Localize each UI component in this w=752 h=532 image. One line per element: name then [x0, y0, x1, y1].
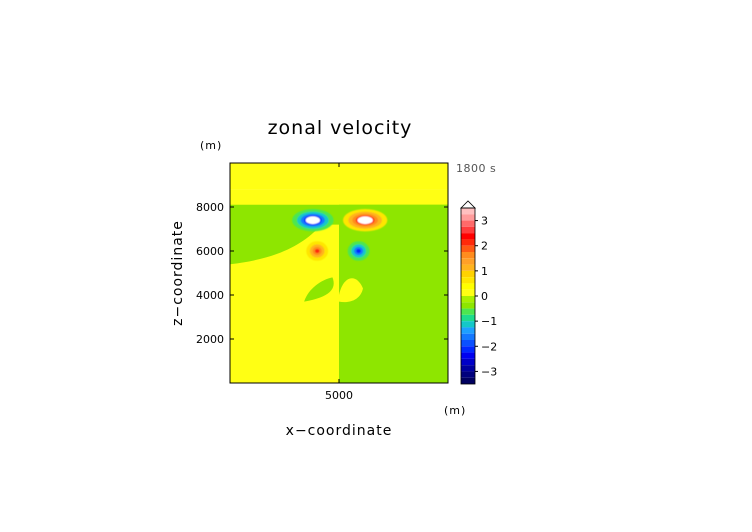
colorbar-swatch [461, 264, 475, 271]
colorbar-swatch [461, 371, 475, 378]
colorbar-swatch [461, 352, 475, 359]
colorbar-swatch [461, 270, 475, 278]
colorbar-swatch [461, 302, 475, 309]
green-upper-region [230, 204, 448, 269]
background-region-2 [230, 163, 448, 190]
x-axis: 5000 [325, 163, 353, 402]
colorbar-swatch [461, 377, 475, 384]
colorbar-swatch [461, 226, 475, 234]
contour-ring-3-3 [356, 248, 361, 254]
colorbar-swatch [461, 340, 475, 347]
plot-area [230, 163, 448, 383]
x-tick-label: 5000 [325, 389, 353, 402]
colorbar-swatch [461, 245, 475, 252]
colorbar-swatch [461, 283, 475, 290]
colorbar-swatch [461, 327, 475, 334]
colorbar: 3 2 1 0 −1 −2 −3 [460, 200, 497, 385]
x-axis-label: x−coordinate [286, 423, 393, 439]
colorbar-swatch [461, 252, 475, 259]
colorbar-swatch [461, 208, 475, 215]
chart-title: zonal velocity [268, 117, 413, 139]
colorbar-swatch [461, 258, 475, 265]
feature-0 [292, 209, 334, 232]
colorbar-swatch [461, 321, 475, 328]
colorbar-tick-label: −3 [481, 365, 497, 378]
colorbar-swatch [461, 277, 475, 284]
core-white-0 [305, 216, 321, 225]
colorbar-swatch [461, 365, 475, 372]
core-white-1 [357, 216, 373, 225]
colorbar-tick-label: 1 [481, 265, 488, 278]
colorbar-swatch [461, 308, 475, 315]
colorbar-tick-label: 3 [481, 215, 488, 228]
colorbar-swatch [461, 233, 475, 240]
yellow-lobe-right [339, 278, 363, 303]
y-unit-label: (m) [200, 139, 222, 152]
time-label: 1800 s [456, 162, 496, 175]
x-unit-label: (m) [444, 404, 466, 417]
colorbar-tick-label: 2 [481, 240, 488, 253]
contour-features [292, 209, 388, 261]
colorbar-swatch [461, 346, 475, 353]
feature-1 [343, 209, 388, 232]
feature-2 [306, 241, 329, 261]
contour-ring-2-3 [314, 248, 320, 254]
colorbar-swatch [461, 358, 475, 366]
colorbar-swatch [461, 333, 475, 340]
upper-yellow-band [339, 189, 448, 205]
colorbar-swatch [461, 214, 475, 221]
green-lobe-left [304, 277, 334, 302]
colorbar-tick-label: 0 [481, 290, 488, 303]
y-tick-label: 6000 [196, 245, 224, 258]
colorbar-swatch [461, 314, 475, 322]
y-tick-label: 2000 [196, 333, 224, 346]
colorbar-extend-arrow [460, 200, 476, 209]
y-axis-label: z−coordinate [170, 220, 186, 326]
colorbar-swatch [461, 239, 475, 246]
colorbar-swatch [461, 220, 475, 227]
colorbar-tick-label: −2 [481, 340, 497, 353]
colorbar-tick-label: −1 [481, 315, 497, 328]
colorbar-swatch [461, 289, 475, 296]
colorbar-swatch [461, 296, 475, 303]
y-tick-label: 4000 [196, 289, 224, 302]
y-axis: 2000 4000 6000 8000 [196, 201, 448, 346]
feature-3 [347, 241, 370, 261]
y-tick-label: 8000 [196, 201, 224, 214]
